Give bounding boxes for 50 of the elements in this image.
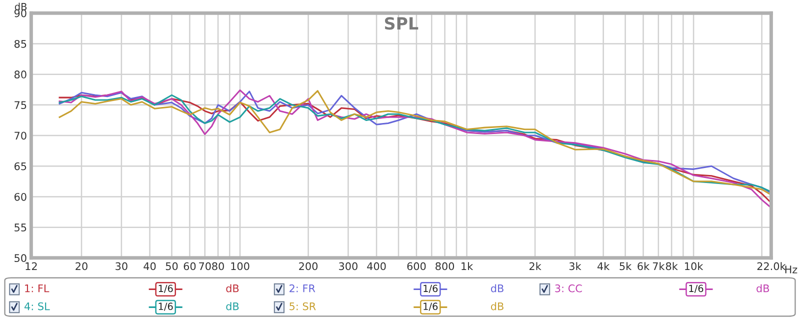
chart-title: SPL <box>384 17 418 30</box>
x-tick-label: 22.0k <box>757 262 786 270</box>
x-tick-label: 3k <box>569 262 582 270</box>
x-tick-label: 20 <box>76 262 88 270</box>
y-tick-label: 55 <box>14 224 26 232</box>
text: dB <box>226 284 239 292</box>
text: dB <box>756 284 770 292</box>
text: 1/6 <box>158 284 173 293</box>
text: 1/6 <box>158 302 173 311</box>
x-axis-title: Hz <box>785 266 798 274</box>
x-tick-label: 300 <box>339 262 358 270</box>
x-tick-label: 800 <box>436 262 454 270</box>
text: 2: FR <box>290 284 316 292</box>
y-tick-label: 50 <box>14 254 26 262</box>
x-tick-label: 70 <box>199 262 211 270</box>
text: dB <box>490 302 504 310</box>
x-tick-label: 100 <box>231 262 250 270</box>
x-tick-label: 80 <box>212 262 224 270</box>
y-tick-label: 70 <box>14 132 26 140</box>
y-tick-label: 65 <box>14 162 26 170</box>
x-tick-label: 7k <box>652 262 665 270</box>
y-tick-label: 85 <box>14 40 26 48</box>
x-tick-label: 5k <box>620 262 632 270</box>
y-axis-title: dB <box>14 2 27 10</box>
x-tick-label: 60 <box>184 262 196 270</box>
x-tick-label: 4k <box>597 262 610 270</box>
y-tick-label: 60 <box>14 192 26 201</box>
y-tick-label: 80 <box>14 70 26 78</box>
x-tick-label: 8k <box>666 262 678 270</box>
text: 5: SR <box>290 302 316 310</box>
text: dB <box>226 302 239 310</box>
text: 3: CC <box>555 284 582 292</box>
text: 1/6 <box>424 302 438 311</box>
x-tick-label: 200 <box>299 262 318 270</box>
x-tick-label: 50 <box>166 262 178 270</box>
y-tick-label: 75 <box>14 101 26 110</box>
text: dB <box>490 284 504 292</box>
x-tick-label: 30 <box>116 262 128 270</box>
x-tick-label: 6k <box>638 262 650 270</box>
x-tick-label: 1k <box>462 262 474 270</box>
x-tick-label: 40 <box>144 262 156 270</box>
x-tick-label: 600 <box>407 262 426 270</box>
text: 1: FL <box>25 284 50 292</box>
x-tick-label: 10k <box>685 262 704 270</box>
x-tick-label: 2k <box>529 262 542 270</box>
text: 1/6 <box>689 284 704 293</box>
x-tick-label: 400 <box>367 262 386 270</box>
text: 4: SL <box>24 302 50 310</box>
text: 1/6 <box>424 284 438 293</box>
x-tick-label: 12 <box>26 262 37 270</box>
